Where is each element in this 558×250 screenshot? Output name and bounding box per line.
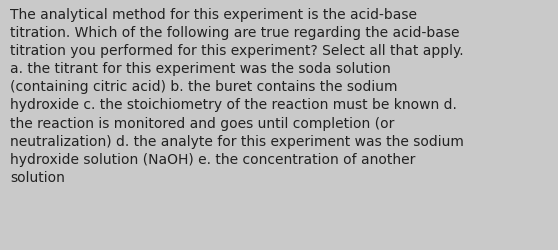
Text: The analytical method for this experiment is the acid-base
titration. Which of t: The analytical method for this experimen… [10,8,464,184]
